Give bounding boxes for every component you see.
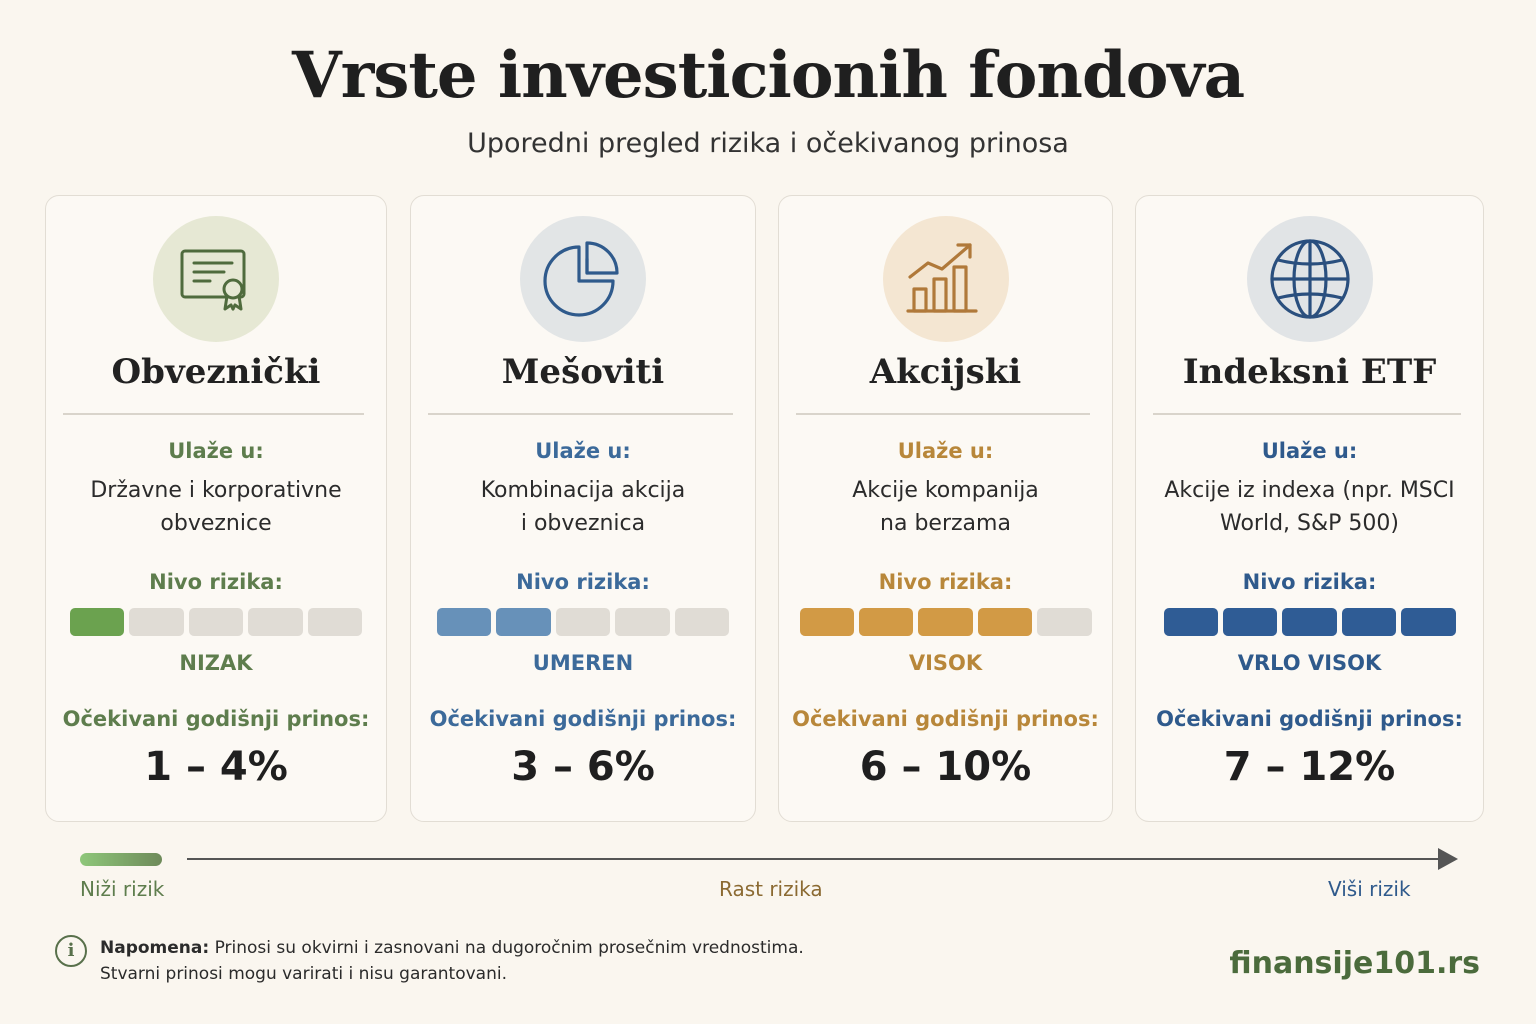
invest-text: Državne i korporativne obveznice (66, 474, 366, 540)
risk-level-text: NIZAK (179, 651, 253, 675)
risk-label: Nivo rizika: (878, 570, 1013, 594)
return-value: 3 – 6% (511, 744, 655, 790)
risk-segment-empty (615, 608, 670, 636)
invest-label: Ulaže u: (1261, 439, 1358, 463)
risk-segment-filled (1282, 608, 1337, 636)
globe-icon (1246, 216, 1373, 342)
risk-bar (437, 608, 730, 636)
risk-segment-empty (129, 608, 184, 636)
invest-line-1: Državne i korporativne (90, 478, 342, 503)
risk-level-text: VISOK (908, 651, 983, 675)
fund-card-akcijski: Akcijski Ulaže u: Akcije kompanija na be… (778, 195, 1113, 822)
growth-chart-icon (882, 216, 1009, 342)
return-label: Očekivani godišnji prinos: (792, 707, 1099, 731)
card-title: Indeksni ETF (1182, 352, 1437, 392)
risk-level-text: VRLO VISOK (1237, 651, 1382, 675)
card-title: Obveznički (111, 352, 321, 392)
risk-scale-low-label: Niži rizik (80, 877, 165, 901)
risk-level-text: UMEREN (532, 651, 634, 675)
card-title: Akcijski (869, 352, 1022, 392)
pie-chart-icon (520, 216, 646, 342)
invest-line-2: na berzama (880, 511, 1011, 536)
note-line-1: Prinosi su okvirni i zasnovani na dugoro… (209, 938, 804, 958)
risk-segment-empty (1037, 608, 1092, 636)
risk-label: Nivo rizika: (1242, 570, 1377, 594)
return-label: Očekivani godišnji prinos: (62, 707, 370, 731)
risk-scale-mid-label: Rast rizika (719, 877, 823, 901)
risk-bar (1163, 608, 1456, 636)
risk-segment-empty (248, 608, 303, 636)
invest-label: Ulaže u: (897, 439, 994, 463)
invest-line-1: Kombinacija akcija (480, 478, 686, 503)
invest-line-2: i obveznica (520, 511, 646, 536)
invest-line-1: Akcije iz indexa (npr. MSCI (1164, 478, 1455, 503)
risk-segment-empty (555, 608, 611, 636)
invest-text: Akcije iz indexa (npr. MSCI World, S&P 5… (1156, 474, 1463, 540)
risk-segment-filled (858, 608, 914, 636)
certificate-icon (153, 216, 279, 342)
risk-segment-filled (496, 608, 551, 636)
risk-scale-high-label: Viši rizik (1328, 877, 1411, 901)
return-label: Očekivani godišnji prinos: (429, 707, 737, 731)
page-title: Vrste investicionih fondova (291, 38, 1245, 113)
invest-line-2: World, S&P 500) (1220, 511, 1399, 536)
return-value: 1 – 4% (144, 744, 288, 790)
risk-segment-filled (1222, 608, 1278, 636)
divider (428, 413, 733, 415)
fund-card-indeksni-etf: Indeksni ETF Ulaže u: Akcije iz indexa (… (1135, 195, 1484, 822)
risk-segment-filled (799, 608, 854, 636)
risk-segment-filled (977, 608, 1033, 636)
risk-bar (799, 608, 1092, 636)
risk-scale-line (187, 858, 1443, 860)
risk-segment-empty (307, 608, 363, 636)
invest-label: Ulaže u: (168, 439, 264, 463)
risk-segment-filled (1341, 608, 1397, 636)
page-subtitle: Uporedni pregled rizika i očekivanog pri… (467, 128, 1069, 159)
divider (796, 413, 1090, 415)
invest-label: Ulaže u: (535, 439, 631, 463)
return-value: 7 – 12% (1223, 744, 1396, 790)
risk-scale-gradient (80, 853, 162, 866)
risk-label: Nivo rizika: (516, 570, 650, 594)
risk-label: Nivo rizika: (149, 570, 283, 594)
invest-text: Kombinacija akcija i obveznica (431, 474, 735, 540)
arrow-right-icon (1438, 848, 1458, 870)
note-bold-label: Napomena: (100, 938, 210, 958)
invest-text: Akcije kompanija na berzama (799, 474, 1092, 540)
risk-segment-filled (70, 608, 125, 636)
return-value: 6 – 10% (859, 744, 1032, 790)
fund-card-mesoviti: Mešoviti Ulaže u: Kombinacija akcija i o… (410, 195, 756, 822)
invest-line-1: Akcije kompanija (852, 478, 1039, 503)
info-icon: i (55, 935, 87, 967)
risk-segment-filled (437, 608, 492, 636)
risk-segment-filled (918, 608, 973, 636)
card-title: Mešoviti (501, 352, 665, 392)
disclaimer-note: Napomena: Prinosi su okvirni i zasnovani… (100, 935, 1000, 987)
return-label: Očekivani godišnji prinos: (1156, 707, 1463, 731)
risk-segment-empty (674, 608, 730, 636)
fund-card-obveznicki: Obveznički Ulaže u: Državne i korporativ… (45, 195, 387, 822)
divider (63, 413, 364, 415)
invest-line-2: obveznice (160, 511, 272, 536)
divider (1153, 413, 1461, 415)
site-brand: finansije101.rs (1229, 946, 1480, 981)
note-line-2: Stvarni prinosi mogu varirati i nisu gar… (100, 964, 508, 984)
risk-segment-filled (1163, 608, 1218, 636)
risk-segment-filled (1401, 608, 1456, 636)
risk-bar (70, 608, 363, 636)
risk-segment-empty (188, 608, 244, 636)
